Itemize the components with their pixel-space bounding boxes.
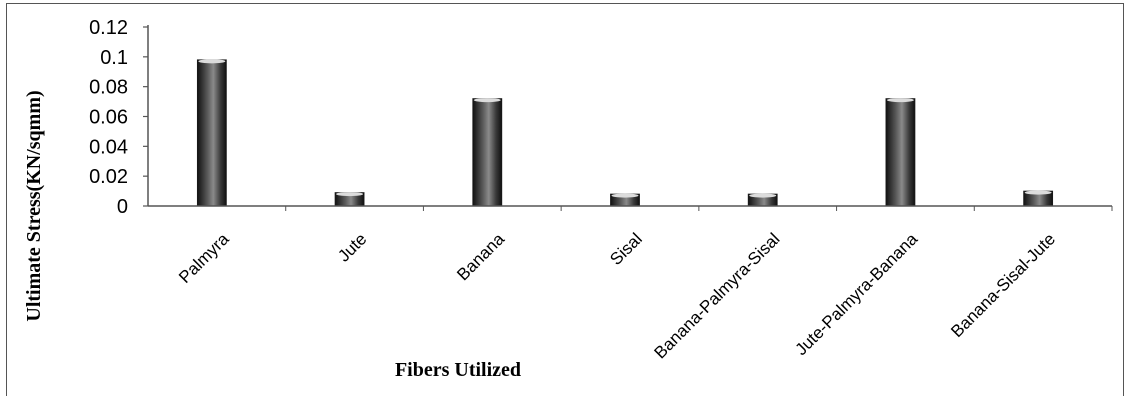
y-tick-label: 0.06 <box>89 107 128 129</box>
bar-highlight <box>1024 190 1052 195</box>
x-axis-labels: Palmyra Jute Banana Sisal Banana-Palmyra-Sis… <box>175 229 1059 362</box>
x-tick-label: Sisal <box>606 229 645 268</box>
y-tick-label: 0.08 <box>89 77 128 99</box>
x-tick-label: Jute-Palmyra-Banana <box>792 229 922 359</box>
y-axis-ticks: 0 0.02 0.04 0.06 0.08 0.1 0.12 <box>89 17 148 218</box>
bar-highlight <box>198 59 226 64</box>
bar-highlight <box>336 192 364 197</box>
bar-highlight <box>611 193 639 198</box>
axes <box>147 25 1113 211</box>
y-tick-label: 0.12 <box>89 17 128 39</box>
x-tick-label: Banana <box>453 229 508 284</box>
bar-highlight <box>473 98 501 103</box>
chart-frame <box>6 3 1124 396</box>
y-tick-label: 0.02 <box>89 166 128 188</box>
bar <box>196 59 227 207</box>
bar-highlight <box>886 98 914 103</box>
x-tick-label: Jute <box>334 229 370 265</box>
bars-group <box>196 59 1054 207</box>
y-tick-label: 0.04 <box>89 136 128 158</box>
x-tick-label: Banana-Sisal-Jute <box>947 229 1059 341</box>
bar-highlight <box>749 193 777 198</box>
y-axis-title: Ultimate Stress(KN/sqmm) <box>23 90 45 321</box>
x-tick-label: Banana-Palmyra-Sisal <box>651 229 784 362</box>
x-tick-label: Palmyra <box>175 229 233 287</box>
bar <box>472 98 503 207</box>
x-axis-title: Fibers Utilized <box>395 359 521 381</box>
bar <box>885 98 916 207</box>
y-tick-label: 0 <box>117 196 128 218</box>
y-tick-label: 0.1 <box>100 47 128 69</box>
